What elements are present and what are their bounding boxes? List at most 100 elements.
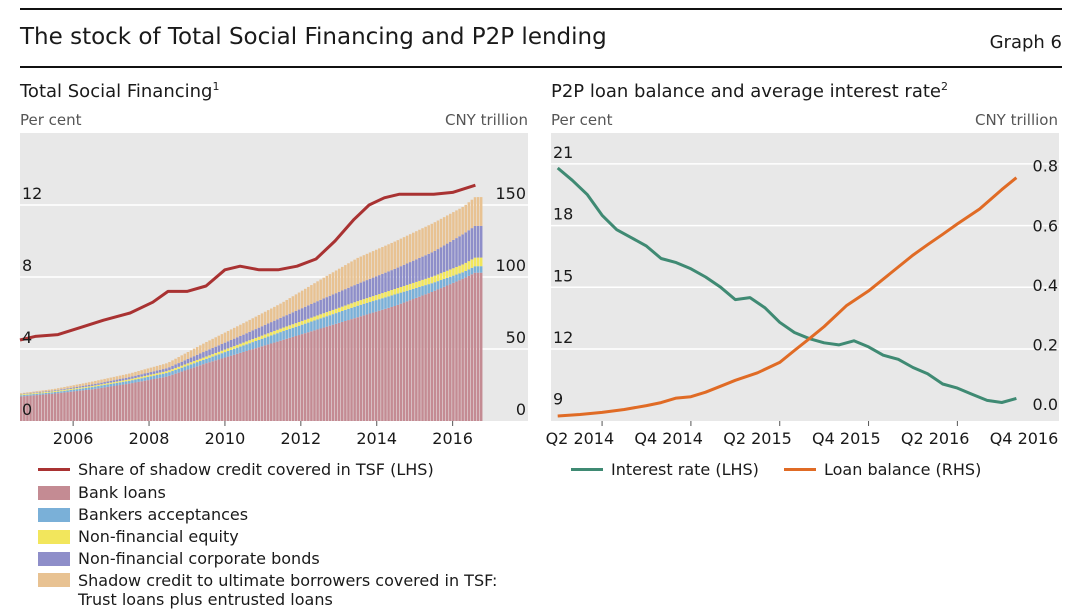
stack-bar-non-financial-equity [146,375,150,377]
stack-bar-non-financial-corporate-bonds [115,379,119,382]
stack-bar-bank-loans [430,292,434,421]
stack-bar-non-financial-equity [223,349,227,353]
stack-bar-non-financial-equity [399,287,403,293]
stack-bar-bankers-acceptances [205,358,208,364]
stack-bar-shadow-credit-to-ultimate-borrowers-covered-in-tsf [44,390,48,392]
stack-bar-shadow-credit-to-ultimate-borrowers-covered-in-tsf [430,223,434,253]
stack-bar-bank-loans [347,320,350,421]
stack-bar-bankers-acceptances [217,354,221,360]
stack-bar-shadow-credit-to-ultimate-borrowers-covered-in-tsf [415,231,418,260]
stack-bar-bankers-acceptances [270,335,273,344]
stack-bar-shadow-credit-to-ultimate-borrowers-covered-in-tsf [149,367,153,373]
stack-bar-non-financial-corporate-bonds [303,306,307,320]
stack-bar-bankers-acceptances [430,283,434,292]
legend-swatch [38,507,70,522]
stack-bar-non-financial-corporate-bonds [344,289,347,306]
stack-bar-shadow-credit-to-ultimate-borrowers-covered-in-tsf [347,263,350,288]
stack-bar-shadow-credit-to-ultimate-borrowers-covered-in-tsf [458,208,461,237]
stack-bar-non-financial-equity [149,374,153,377]
stack-bar-non-financial-corporate-bonds [214,346,217,353]
stack-bar-non-financial-corporate-bonds [476,225,480,258]
stack-bar-bank-loans [328,325,332,421]
stack-bar-non-financial-corporate-bonds [189,357,193,363]
stack-bar-bank-loans [208,362,211,421]
stack-bar-shadow-credit-to-ultimate-borrowers-covered-in-tsf [405,235,409,264]
stack-bar-bankers-acceptances [322,317,326,328]
stack-bar-bankers-acceptances [353,306,356,319]
stack-bar-bankers-acceptances [35,393,38,396]
stack-bar-bank-loans [205,363,208,421]
stack-bar-bankers-acceptances [303,323,307,334]
stack-bar-bank-loans [449,284,452,421]
stack-bar-shadow-credit-to-ultimate-borrowers-covered-in-tsf [134,371,137,376]
stack-bar-shadow-credit-to-ultimate-borrowers-covered-in-tsf [356,257,359,284]
stack-bar-bank-loans [285,338,288,421]
stack-bar-shadow-credit-to-ultimate-borrowers-covered-in-tsf [424,226,427,256]
stack-bar-bankers-acceptances [344,309,347,321]
stack-bar-bankers-acceptances [242,345,245,352]
stack-bar-bankers-acceptances [146,376,150,381]
stack-bar-non-financial-equity [192,361,196,364]
stack-bar-shadow-credit-to-ultimate-borrowers-covered-in-tsf [445,215,449,244]
left-x-tick-label: 2016 [432,429,473,448]
stack-bar-non-financial-equity [393,289,397,295]
stack-bar-bank-loans [384,308,387,421]
stack-bar-non-financial-corporate-bonds [405,263,409,285]
stack-bar-shadow-credit-to-ultimate-borrowers-covered-in-tsf [100,379,103,383]
stack-bar-non-financial-equity [424,278,427,286]
stack-bar-non-financial-corporate-bonds [461,234,464,265]
stack-bar-shadow-credit-to-ultimate-borrowers-covered-in-tsf [232,327,236,339]
stack-bar-non-financial-equity [63,389,66,391]
stack-bar-shadow-credit-to-ultimate-borrowers-covered-in-tsf [412,232,415,261]
stack-bar-bank-loans [436,289,440,421]
stack-bar-shadow-credit-to-ultimate-borrowers-covered-in-tsf [427,225,430,254]
stack-bar-bankers-acceptances [239,346,242,353]
stack-bar-non-financial-corporate-bonds [220,344,224,351]
stack-bar-bank-loans [405,301,409,421]
stack-bar-non-financial-equity [236,344,239,348]
stack-bar-bank-loans [140,381,143,421]
stack-bar-non-financial-corporate-bonds [53,390,57,392]
left-x-tick-label: 2010 [205,429,246,448]
stack-bar-non-financial-equity [202,357,205,360]
stack-bar-shadow-credit-to-ultimate-borrowers-covered-in-tsf [337,268,341,292]
stack-bar-shadow-credit-to-ultimate-borrowers-covered-in-tsf [251,318,255,331]
stack-bar-bank-loans [35,395,38,421]
stack-bar-non-financial-equity [189,362,193,365]
stack-bar-non-financial-equity [109,382,113,384]
legend-swatch [38,468,70,471]
stack-bar-non-financial-corporate-bonds [331,294,335,310]
stack-bar-non-financial-equity [359,300,363,305]
stack-bar-bankers-acceptances [78,388,82,391]
stack-bar-non-financial-corporate-bonds [473,225,477,258]
stack-bar-shadow-credit-to-ultimate-borrowers-covered-in-tsf [57,388,60,390]
stack-bar-bankers-acceptances [310,321,313,332]
stack-bar-non-financial-corporate-bonds [310,304,313,318]
stack-bar-shadow-credit-to-ultimate-borrowers-covered-in-tsf [239,324,242,336]
stack-bar-bank-loans [402,302,406,421]
stack-bar-non-financial-corporate-bonds [121,378,125,381]
stack-bar-non-financial-equity [47,391,51,393]
stack-bar-non-financial-equity [263,334,267,338]
stack-bar-shadow-credit-to-ultimate-borrowers-covered-in-tsf [140,370,143,375]
stack-bar-bankers-acceptances [473,266,477,273]
stack-bar-non-financial-corporate-bonds [112,380,116,383]
stack-bar-bankers-acceptances [189,364,193,369]
stack-bar-non-financial-corporate-bonds [412,260,415,283]
stack-bar-bank-loans [165,376,168,421]
stack-bar-bankers-acceptances [291,327,295,337]
stack-bar-bankers-acceptances [214,355,217,361]
stack-bar-bank-loans [408,300,412,421]
stack-bar-shadow-credit-to-ultimate-borrowers-covered-in-tsf [115,376,119,380]
stack-bar-non-financial-corporate-bonds [356,283,359,302]
stack-bar-non-financial-equity [208,355,211,358]
stack-bar-non-financial-corporate-bonds [137,374,140,378]
stack-bar-shadow-credit-to-ultimate-borrowers-covered-in-tsf [439,218,443,248]
stack-bar-non-financial-corporate-bonds [353,285,356,303]
stack-bar-shadow-credit-to-ultimate-borrowers-covered-in-tsf [467,202,471,231]
stack-bar-non-financial-corporate-bonds [72,387,75,389]
stack-bar-bank-loans [316,329,319,421]
stack-bar-non-financial-corporate-bonds [146,372,150,376]
legend-label-continued: Trust loans plus entrusted loans [78,590,333,609]
stack-bar-bank-loans [180,371,184,421]
